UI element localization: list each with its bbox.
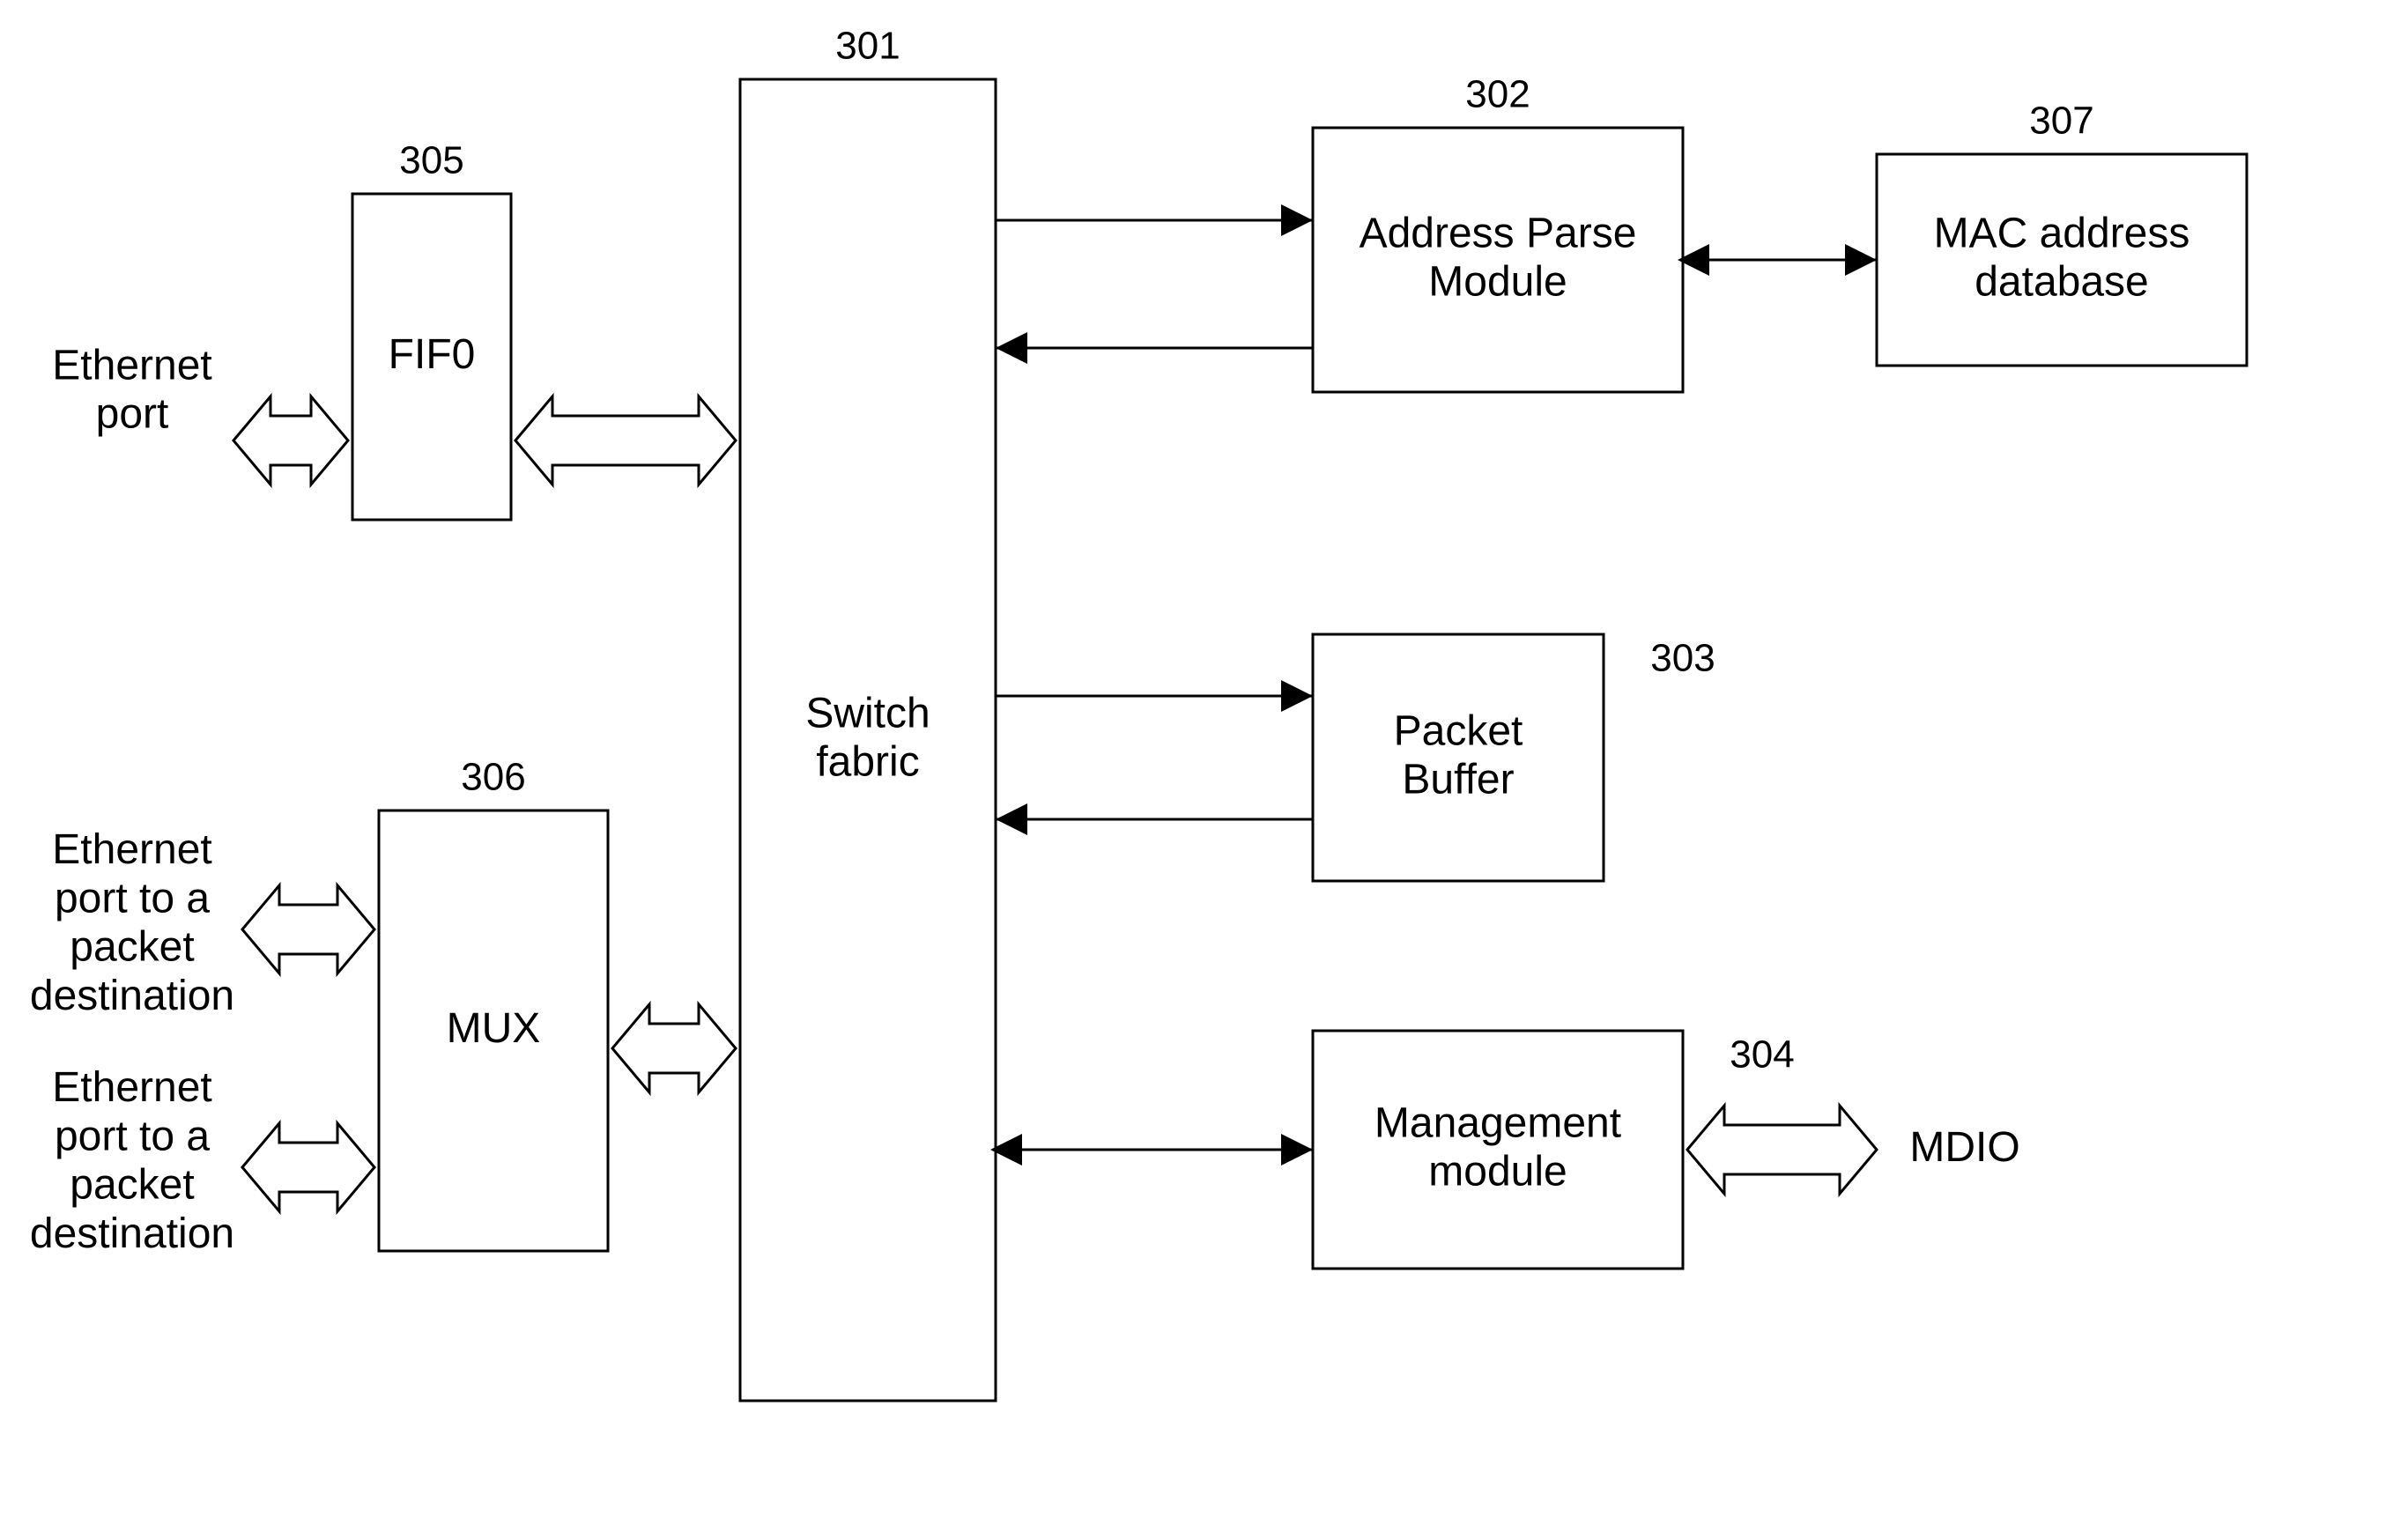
mux-num: 306 xyxy=(461,756,525,799)
mac_db-label: MAC addressdatabase xyxy=(1934,210,2190,305)
hollow-arrow-3 xyxy=(242,1123,374,1211)
mdio-text: MDIO xyxy=(1909,1124,2019,1171)
hollow-arrow-4 xyxy=(612,1004,736,1092)
switch_fabric-num: 301 xyxy=(835,25,900,68)
eth_dest2-text: Ethernetport to apacketdestination xyxy=(30,1064,234,1257)
mgmt-label: Managementmodule xyxy=(1374,1099,1621,1195)
packet_buffer-label: PacketBuffer xyxy=(1394,707,1523,803)
hollow-arrow-1 xyxy=(515,396,736,485)
mux-label: MUX xyxy=(447,1005,541,1052)
eth_port-text: Ethernetport xyxy=(52,342,211,437)
address_parse-label: Address ParseModule xyxy=(1360,210,1637,305)
mgmt-num: 304 xyxy=(1730,1033,1794,1077)
eth_dest1-text: Ethernetport to apacketdestination xyxy=(30,826,234,1019)
hollow-arrow-0 xyxy=(233,396,348,485)
packet_buffer-num: 303 xyxy=(1650,637,1715,680)
hollow-arrow-5 xyxy=(1687,1106,1877,1194)
mac_db-num: 307 xyxy=(2029,100,2093,143)
hollow-arrow-2 xyxy=(242,885,374,973)
address_parse-num: 302 xyxy=(1465,73,1530,116)
fifo-num: 305 xyxy=(399,139,463,182)
fifo-label: FIF0 xyxy=(389,331,476,378)
switch_fabric-label: Switchfabric xyxy=(805,690,930,785)
